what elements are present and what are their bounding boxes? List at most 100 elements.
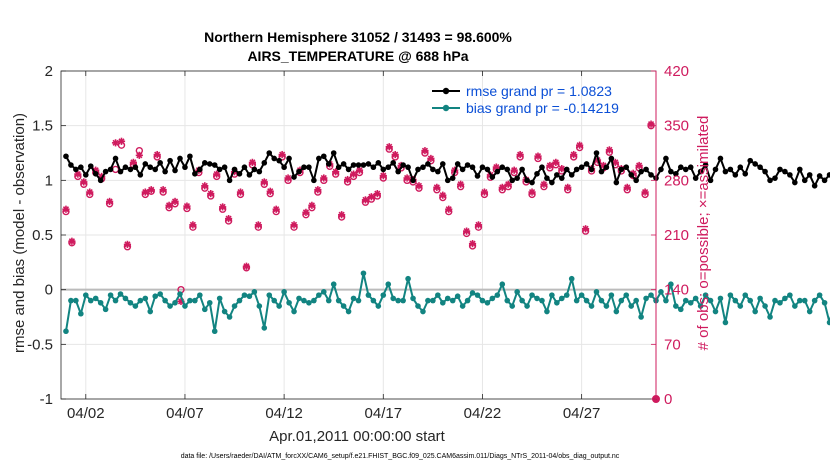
series-point: [82, 172, 89, 178]
series-point: [192, 170, 198, 177]
y-axis-left: -1 -0.5 0 0.5 1 1.5 2: [27, 63, 66, 408]
series-point: [375, 303, 382, 309]
series-point: [132, 164, 139, 171]
series-point: [801, 177, 808, 184]
series-point: [330, 281, 337, 288]
series-point: [727, 166, 734, 173]
obs-assimilated-point: [219, 203, 227, 211]
series-point: [454, 293, 461, 300]
series-point: [256, 303, 263, 309]
series-point: [747, 297, 754, 304]
series-point: [489, 295, 496, 302]
series-point: [811, 297, 818, 304]
obs-assimilated-point: [445, 205, 453, 213]
obs-assimilated-point: [129, 158, 137, 166]
series-point: [226, 177, 233, 184]
series-point: [375, 160, 382, 166]
series-point: [370, 297, 377, 304]
obs-assimilated-point: [462, 227, 471, 235]
series-point: [370, 164, 377, 171]
y-right-tick-label: 140: [664, 282, 689, 299]
obs-assimilated-point: [183, 202, 191, 210]
series-point: [544, 308, 550, 315]
series-point: [340, 161, 347, 167]
series-point: [648, 292, 654, 298]
series-point: [454, 161, 461, 167]
x-tick-label: 04/02: [67, 405, 105, 422]
y-left-tick-label: 0: [45, 282, 53, 299]
series-point: [529, 292, 535, 298]
series-point: [623, 292, 630, 298]
series-point: [380, 166, 387, 173]
series-point: [608, 292, 615, 298]
series-point: [137, 172, 144, 178]
obs-assimilated-point: [361, 196, 370, 204]
x-tick-label: 04/17: [365, 405, 403, 422]
series-point: [484, 166, 491, 173]
obs-assimilated-point: [284, 174, 292, 182]
series-point: [677, 164, 684, 171]
series-point: [638, 168, 644, 175]
obs-assimilated-point: [605, 146, 613, 154]
series-point: [663, 155, 669, 162]
obs-assimilated-point: [534, 152, 542, 160]
series-point: [628, 172, 635, 178]
series-point: [633, 297, 639, 304]
series-point: [658, 166, 664, 173]
series-point: [826, 319, 830, 326]
series-point: [206, 161, 213, 167]
chart-subtitle: AIRS_TEMPERATURE @ 688 hPa: [247, 48, 468, 64]
series-point: [816, 292, 823, 298]
obs-assimilated-point: [474, 221, 483, 229]
series-point: [474, 292, 481, 298]
series-point: [142, 295, 149, 302]
series-point: [692, 295, 699, 302]
series-point: [301, 297, 307, 304]
series-point: [673, 170, 679, 177]
series-point: [752, 161, 758, 167]
obs-assimilated-point: [343, 175, 352, 184]
series-point: [345, 166, 352, 173]
series-point: [504, 297, 511, 304]
series-point: [787, 292, 793, 298]
series-point: [122, 295, 129, 302]
series-point: [772, 297, 778, 304]
obs-assimilated-point: [135, 151, 143, 159]
series-point: [390, 295, 397, 302]
series-point: [211, 328, 218, 335]
obs-assimilated-point: [349, 170, 358, 178]
series-point: [187, 297, 193, 304]
y-left-tick-label: 0.5: [32, 227, 53, 244]
obs-assimilated-point: [528, 188, 536, 196]
series-point: [246, 293, 253, 300]
series-point: [787, 172, 793, 178]
series-point: [697, 303, 704, 309]
series-point: [608, 155, 615, 162]
obs-assimilated-point: [385, 143, 393, 151]
series-point: [97, 177, 104, 184]
series-point: [549, 292, 555, 298]
y-right-tick-label: 70: [664, 336, 681, 353]
series-point: [241, 292, 248, 298]
obs-assimilated-point: [171, 197, 179, 206]
series-point: [583, 297, 590, 304]
series-point: [563, 166, 570, 173]
y-left-tick-label: 1: [45, 172, 53, 189]
obs-assimilated-point: [546, 161, 554, 170]
obs-assimilated-point: [510, 166, 518, 174]
obs-assimilated-point: [266, 187, 274, 195]
obs-assimilated-point: [272, 205, 280, 213]
series-point: [558, 175, 565, 181]
obs-assimilated-point: [302, 208, 310, 216]
y-left-tick-label: 2: [45, 63, 53, 80]
series-point: [618, 166, 625, 173]
series-point: [633, 177, 639, 184]
series-point: [772, 175, 778, 181]
series-point: [360, 270, 367, 277]
obs-assimilated-point: [260, 178, 268, 186]
obs-assimilated-point: [635, 161, 643, 170]
series-point: [539, 164, 545, 171]
legend-rmse-marker: [442, 87, 450, 95]
series-point: [197, 292, 203, 298]
series-point: [231, 303, 238, 309]
